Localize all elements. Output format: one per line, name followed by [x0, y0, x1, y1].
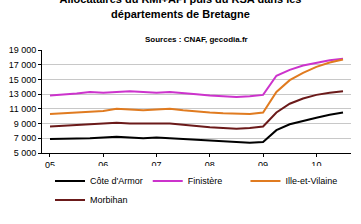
svg-text:5 000: 5 000 — [14, 148, 37, 158]
svg-text:7 000: 7 000 — [14, 133, 37, 143]
svg-text:15 000: 15 000 — [9, 75, 37, 85]
svg-text:06: 06 — [98, 159, 109, 170]
svg-text:13 000: 13 000 — [9, 89, 37, 99]
svg-text:Côte d'Armor: Côte d'Armor — [90, 176, 143, 186]
svg-text:Finistère: Finistère — [188, 176, 223, 186]
svg-text:08: 08 — [204, 159, 215, 170]
svg-text:9 000: 9 000 — [14, 119, 37, 129]
svg-text:17 000: 17 000 — [9, 60, 37, 70]
svg-text:Ille-et-Vilaine: Ille-et-Vilaine — [285, 176, 337, 186]
svg-text:Sources : CNAF, gecodia.fr: Sources : CNAF, gecodia.fr — [145, 35, 248, 44]
svg-text:11 000: 11 000 — [9, 104, 36, 114]
svg-text:Allocataires du RMI+API puis d: Allocataires du RMI+API puis du RSA dans… — [60, 0, 302, 20]
svg-text:05: 05 — [45, 159, 55, 170]
svg-text:Morbihan: Morbihan — [90, 195, 128, 205]
svg-text:10: 10 — [311, 159, 322, 170]
svg-text:09: 09 — [258, 159, 269, 170]
svg-text:07: 07 — [151, 159, 162, 170]
svg-text:19 000: 19 000 — [9, 45, 37, 55]
